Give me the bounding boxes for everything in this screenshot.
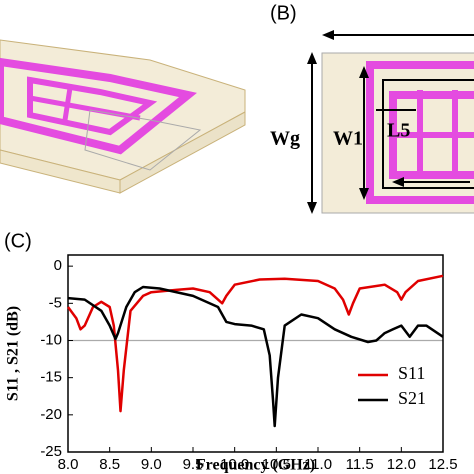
x-tick-label: 12.5 xyxy=(428,456,457,473)
panel-a-drawing xyxy=(0,39,246,194)
y-axis-label: S11 , S21 (dB) xyxy=(5,306,22,401)
x-tick-label: 9.5 xyxy=(183,456,204,473)
series-line xyxy=(66,274,444,413)
y-tick-label: -5 xyxy=(49,294,62,311)
y-tick-label: -10 xyxy=(40,331,62,348)
x-tick-label: 9.0 xyxy=(141,456,162,473)
x-tick-label: 8.0 xyxy=(58,456,79,473)
legend-label: S11 xyxy=(398,363,425,383)
dimension-label: Wg xyxy=(270,128,300,150)
series-line xyxy=(67,285,444,428)
legend-label: S21 xyxy=(398,388,426,408)
x-axis-label: Frequency (GHz) xyxy=(196,457,315,474)
y-tick-label: -25 xyxy=(40,443,62,460)
y-tick-label: -15 xyxy=(40,369,62,386)
panel-label: (B) xyxy=(270,2,297,24)
plot-frame xyxy=(67,254,444,453)
x-tick-label: 12.0 xyxy=(387,456,416,473)
x-tick-label: 11.5 xyxy=(346,456,374,473)
x-tick-label: 11.0 xyxy=(304,456,332,473)
y-tick-label: -20 xyxy=(40,406,62,423)
dimension-label: W1 xyxy=(333,128,363,150)
dimension-label: L5 xyxy=(387,120,410,142)
x-tick-label: 10.5 xyxy=(262,456,291,473)
y-tick-label: 0 xyxy=(54,257,62,274)
chart: 0 -5 -10 -15 -20 -258.0 8.5 9.0 9.5 10.0 10.5 11.0 1… xyxy=(5,254,458,474)
x-tick-label: 8.5 xyxy=(99,456,120,473)
panel-label: (C) xyxy=(4,230,32,252)
panel-b-drawing xyxy=(307,30,474,214)
x-tick-label: 10.0 xyxy=(220,456,249,473)
